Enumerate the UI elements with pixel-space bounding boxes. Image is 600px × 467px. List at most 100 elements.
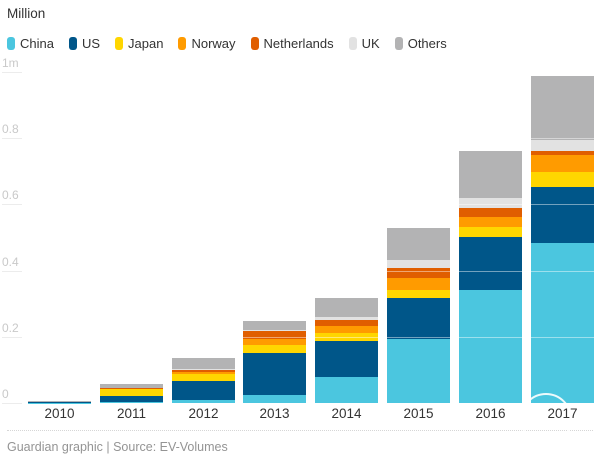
bar-segment-others [387,228,450,261]
bar-segment-china [459,290,522,403]
bar-segment-netherlands [459,208,522,218]
bar-segment-netherlands [531,151,594,156]
bar-segment-norway [172,372,235,375]
y-tick-label: 0.8 [2,122,19,137]
bar-segment-japan [459,227,522,238]
x-tick-label-2016: 2016 [475,406,506,421]
legend-item-us: US [68,35,101,51]
bar-segment-uk [172,369,235,371]
bar-segment-others [315,298,378,317]
bar-segment-us [315,340,378,377]
y-tick-label: 0 [2,387,9,401]
legend-swatch-netherlands [250,36,259,50]
bar-segment-japan [315,332,378,341]
bar-segment-china [531,243,594,403]
legend-swatch-china [7,36,15,50]
bar-segment-netherlands [243,331,306,340]
x-tick-label-2014: 2014 [331,406,362,421]
y-axis-unit-label: Million [7,6,46,21]
legend-swatch-uk [348,36,357,50]
watermark-circle [520,393,572,445]
legend-item-netherlands: Netherlands [250,36,334,51]
legend-label: US [81,35,101,51]
x-tick-label-2010: 2010 [44,406,75,421]
bar-segment-us [172,381,235,401]
bar-segment-uk [243,330,306,332]
bar-segment-others [100,384,163,389]
bar-segment-japan [387,290,450,299]
bar-segment-china [100,402,163,403]
bar-segment-china [315,376,378,403]
legend-item-uk: UK [348,35,380,51]
y-tick-mark [2,403,22,404]
bar-segment-japan [100,389,163,397]
bar-segment-norway [315,325,378,333]
legend-swatch-us [68,36,77,50]
bar-segment-netherlands [387,268,450,279]
bar-segment-others [531,75,594,140]
legend-item-japan: Japan [115,36,163,51]
y-tick-label: 0.4 [2,254,19,269]
x-tick-label-2011: 2011 [116,406,147,421]
bar-segment-us [387,298,450,340]
bar-segment-norway [459,217,522,228]
y-tick-label: 0.6 [2,188,19,203]
bar-segment-japan [243,345,306,354]
legend-item-norway: Norway [178,35,236,51]
x-tick-label-2012: 2012 [188,406,219,421]
bar-2014 [315,298,378,403]
bar-segment-uk [459,197,522,209]
bar-2012 [172,358,235,403]
y-tick-label: 0.2 [2,320,19,335]
x-tick-label-2013: 2013 [259,406,290,421]
bar-segment-japan [172,374,235,382]
legend-label: UK [361,35,380,51]
bar-2013 [243,321,306,403]
bar-segment-japan [531,172,594,188]
bar-segment-us [243,353,306,396]
legend-label: Others [407,35,447,51]
bar-segment-us [459,237,522,291]
legend-swatch-others [394,36,403,50]
bar-segment-others [459,150,522,198]
bar-2010 [28,401,91,403]
bar-2017 [531,75,594,403]
gridline-overlay [25,336,595,338]
bar-segment-norway [243,339,306,346]
bar-segment-us [100,396,163,403]
y-tick-mark [2,270,22,272]
bar-segment-netherlands [172,370,235,373]
bar-segment-others [243,321,306,331]
y-tick-label: 1m [2,56,19,70]
bar-2015 [387,228,450,403]
bar-segment-china [387,339,450,403]
legend-swatch-japan [115,36,124,50]
source-attribution: Guardian graphic | Source: EV-Volumes [7,440,228,454]
bar-segment-uk [531,139,594,152]
gridline-overlay [25,204,595,206]
bar-segment-netherlands [315,319,378,326]
bar-segment-china [243,395,306,403]
bar-segment-norway [531,155,594,173]
x-tick-label-2015: 2015 [403,406,434,421]
bar-segment-norway [387,278,450,291]
legend-label: Japan [128,35,164,51]
gridline-overlay [25,72,595,73]
legend-label: Norway [191,35,236,51]
bar-segment-uk [315,316,378,320]
footer-divider [7,430,593,431]
bar-segment-china [172,400,235,403]
chart-legend: China US Japan Norway Netherlands UK Others [7,35,447,51]
bar-segment-uk [387,260,450,269]
bar-2011 [100,384,163,403]
gridline-overlay [25,270,595,272]
y-tick-mark [2,204,22,206]
bar-segment-japan [28,401,91,403]
bar-2016 [459,150,522,403]
legend-swatch-norway [178,36,187,50]
bar-segment-us [531,187,594,244]
y-tick-mark [2,138,22,140]
legend-label: China [20,35,54,51]
legend-item-others: Others [394,35,447,51]
